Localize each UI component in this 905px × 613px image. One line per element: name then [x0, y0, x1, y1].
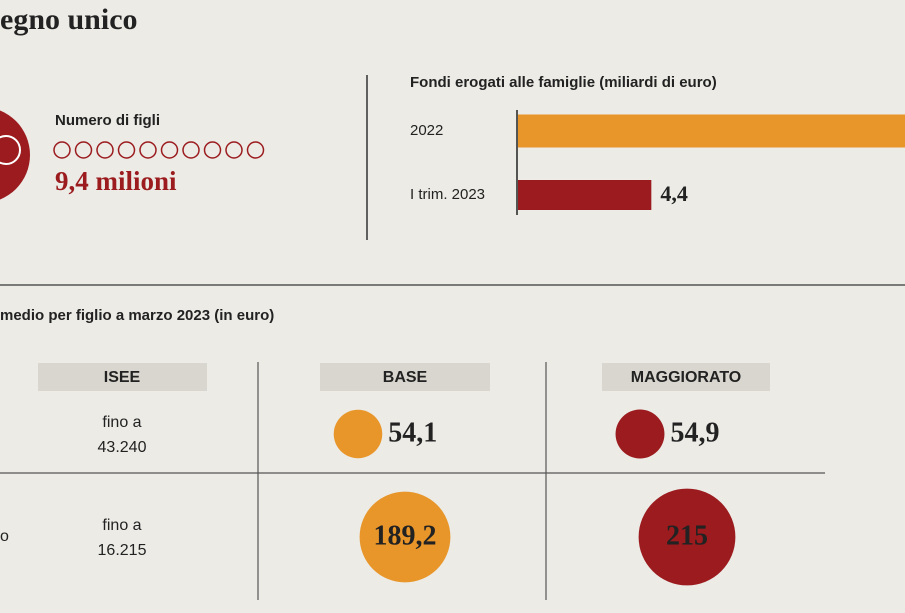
isee-value: fino a	[102, 517, 141, 534]
header-box	[602, 363, 770, 391]
column-header: BASE	[383, 369, 428, 386]
value-label: 4,4	[660, 181, 688, 206]
value-label: 54,1	[388, 417, 437, 448]
header-box	[38, 363, 207, 391]
child-icon	[53, 141, 71, 159]
icon	[0, 110, 30, 200]
child-icon	[139, 141, 157, 159]
child-icon	[117, 141, 136, 159]
bubble	[359, 491, 451, 583]
bubble	[333, 409, 383, 459]
category-label: I trim. 2023	[410, 186, 485, 203]
children-value: 9,4 milioni	[55, 166, 177, 196]
bubble	[615, 409, 665, 459]
column-header: ISEE	[104, 369, 141, 386]
child-icon	[160, 141, 179, 159]
child-icon	[225, 141, 243, 159]
child-icon	[246, 141, 265, 159]
header-box	[320, 363, 490, 391]
isee-value: 43.240	[98, 439, 147, 456]
category-label: 2022	[410, 122, 443, 139]
isee-value: fino a	[102, 414, 141, 431]
value-label: 189,2	[374, 520, 437, 551]
icon-detail	[0, 135, 21, 165]
bar	[518, 180, 652, 210]
column-header: MAGGIORATO	[631, 369, 742, 386]
value-label: 54,9	[670, 417, 719, 448]
child-icon	[182, 141, 200, 159]
funds-title: Fondi erogati alle famiglie (miliardi di…	[410, 74, 717, 91]
title: egno unico	[0, 3, 138, 36]
bubble	[638, 488, 736, 586]
bar	[518, 114, 905, 148]
children-icons	[53, 141, 265, 159]
value-label: 215	[666, 520, 708, 551]
row-stub: o	[0, 528, 9, 545]
children-label: Numero di figli	[55, 112, 160, 129]
child-icon	[203, 141, 222, 159]
table-title: medio per figlio a marzo 2023 (in euro)	[0, 307, 274, 324]
isee-value: 16.215	[98, 542, 147, 559]
child-icon	[74, 141, 93, 159]
child-icon	[96, 141, 114, 159]
